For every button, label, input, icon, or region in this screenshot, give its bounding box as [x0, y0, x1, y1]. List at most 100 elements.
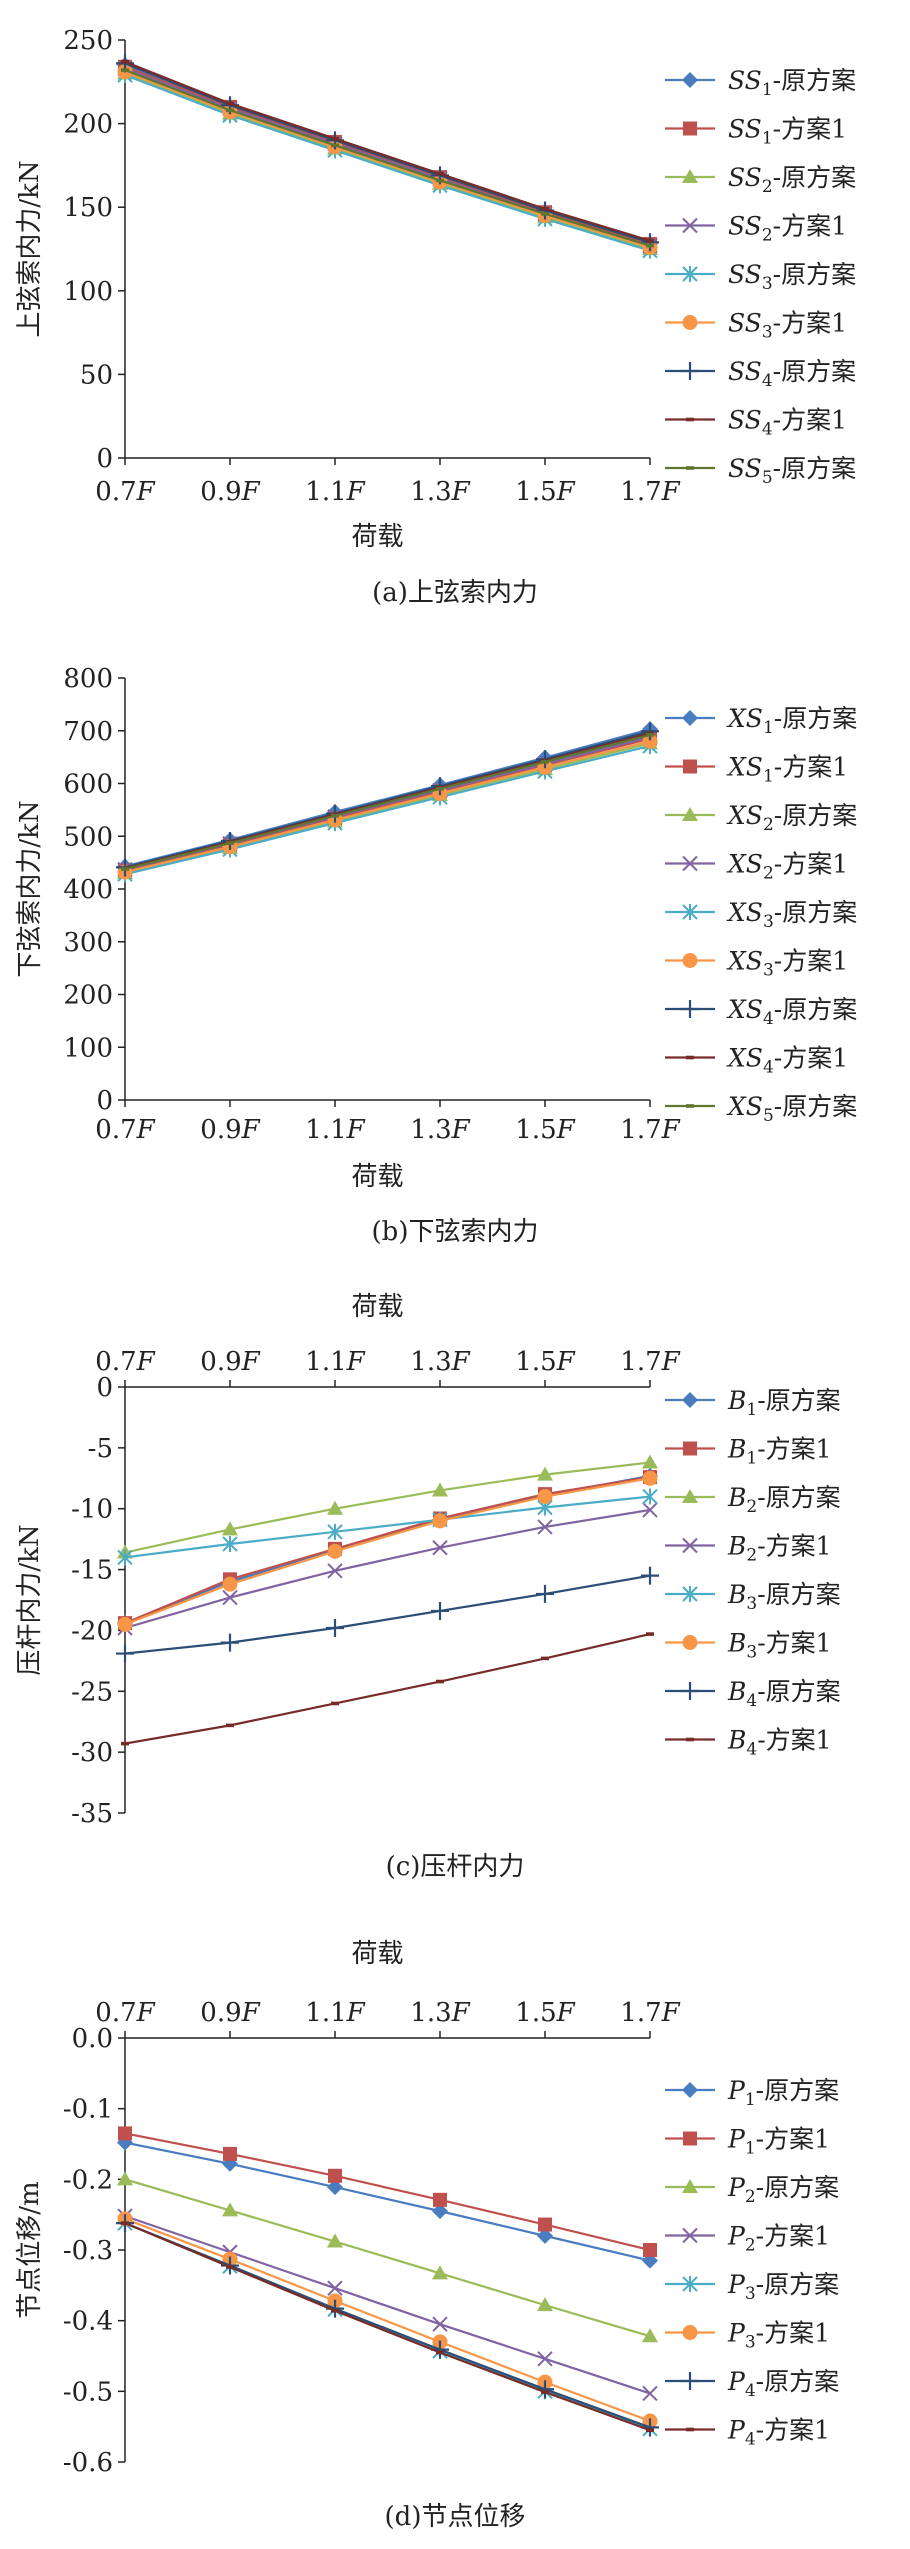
- y-tick-label: -5: [88, 1434, 113, 1464]
- series-line-path: [124, 740, 651, 874]
- x-tick-label: 0.7F: [95, 477, 155, 507]
- y-axis-title: 节点位移/m: [15, 2181, 45, 2318]
- x-tick-label: 0.7F: [95, 1347, 155, 1377]
- data-point: [537, 2227, 553, 2244]
- data-point: [433, 2192, 447, 2207]
- series-line: [117, 2171, 658, 2343]
- y-tick-label: 300: [63, 928, 113, 958]
- legend-marker: [682, 710, 698, 726]
- data-point: [327, 1500, 343, 1515]
- y-tick-label: 800: [63, 664, 113, 694]
- y-tick-label: -0.5: [63, 2377, 113, 2407]
- series-line-path: [124, 69, 651, 247]
- data-point: [431, 1601, 449, 1620]
- data-point: [226, 108, 234, 113]
- data-point: [226, 101, 234, 106]
- x-tick-label: 1.5F: [515, 1115, 575, 1145]
- legend-label: XS2-方案1: [726, 850, 848, 884]
- data-point: [432, 1513, 448, 1529]
- data-point: [643, 2243, 657, 2257]
- y-tick-label: -35: [71, 1799, 113, 1829]
- legend-marker: [686, 1104, 694, 1108]
- legend-label: XS3-方案1: [726, 947, 848, 981]
- x-tick-label: 1.7F: [620, 1347, 680, 1377]
- series-line: [121, 733, 654, 871]
- data-point: [537, 2351, 553, 2367]
- data-point: [432, 2265, 448, 2280]
- x-tick-label: 1.5F: [515, 1347, 575, 1377]
- data-point: [328, 2168, 342, 2183]
- legend-marker: [682, 807, 698, 821]
- legend-marker: [682, 217, 698, 234]
- x-tick-label: 1.1F: [305, 1998, 365, 2028]
- legend-entry: B4-原方案: [665, 1677, 841, 1711]
- legend-label: B2-原方案: [727, 1483, 841, 1517]
- y-tick-label: 100: [63, 1033, 113, 1063]
- y-tick-label: 700: [63, 717, 113, 747]
- x-tick-label: 1.5F: [515, 477, 575, 507]
- x-tick-label: 0.9F: [200, 1998, 260, 2028]
- legend-marker: [681, 1682, 699, 1700]
- data-point: [121, 1741, 129, 1746]
- legend-label: B1-方案1: [727, 1435, 832, 1469]
- legend-label: SS2-原方案: [728, 163, 856, 197]
- legend-marker: [682, 1537, 698, 1554]
- x-axis-title: 荷载: [351, 1939, 403, 1969]
- data-point: [222, 2202, 238, 2217]
- legend-marker: [683, 759, 697, 774]
- legend-label: SS4-原方案: [728, 357, 856, 391]
- data-point: [436, 2350, 444, 2355]
- data-point: [331, 143, 339, 148]
- data-point: [536, 1584, 554, 1603]
- series-line-path: [124, 2178, 651, 2338]
- caption: (c)压杆内力: [386, 1852, 525, 1882]
- legend-marker: [682, 1635, 698, 1650]
- legend-entry: SS1-方案1: [665, 115, 847, 149]
- legend-marker: [682, 1586, 698, 1602]
- series-line-path: [124, 744, 651, 876]
- legend-label: SS1-原方案: [728, 66, 856, 100]
- legend-marker: [686, 1055, 694, 1060]
- legend-label: P4-方案1: [727, 2416, 830, 2450]
- legend-marker: [682, 2325, 698, 2340]
- chart-4: 0.0 -0.1 -0.2 -0.3 -0.4 -0.5 -0.6 0.7F 0.9F 1.1F 1…: [15, 1939, 839, 2532]
- legend-label: B3-原方案: [727, 1580, 841, 1614]
- data-point: [436, 1679, 444, 1684]
- data-point: [432, 2203, 448, 2220]
- data-point: [642, 1488, 658, 1505]
- y-tick-label: -20: [71, 1616, 113, 1646]
- legend-label: P4-原方案: [727, 2367, 839, 2401]
- legend-label: P1-原方案: [727, 2076, 839, 2110]
- legend-entry: XS2-方案1: [665, 850, 848, 884]
- data-point: [538, 2217, 552, 2232]
- legend-entry: SS5-原方案: [665, 454, 856, 488]
- data-point: [226, 1723, 234, 1728]
- legend-label: P3-原方案: [727, 2270, 839, 2304]
- legend-marker: [682, 904, 698, 920]
- series-line-path: [124, 1633, 651, 1745]
- legend-marker: [682, 169, 698, 183]
- x-tick-label: 1.3F: [410, 1115, 470, 1145]
- legend-entry: XS1-原方案: [665, 704, 857, 738]
- x-tick-label: 0.7F: [95, 1115, 155, 1145]
- legend-label: B3-方案1: [727, 1629, 832, 1663]
- chart-3: 0 -5 -10 -15 -20 -25 -30 -35 0.7F 0.9F 1.1F 1.3F 1.5…: [15, 1292, 841, 1882]
- data-point: [537, 1489, 553, 1505]
- legend-entry: SS1-原方案: [665, 66, 856, 100]
- legend-label: P3-方案1: [727, 2319, 830, 2353]
- series-line: [117, 2208, 658, 2402]
- series-line-path: [124, 70, 651, 249]
- y-tick-label: 150: [63, 193, 113, 223]
- series-line-path: [124, 2222, 651, 2432]
- series-line-path: [124, 60, 651, 242]
- data-point: [432, 2316, 448, 2332]
- legend-marker: [682, 1489, 698, 1503]
- data-point: [537, 2297, 553, 2312]
- legend-entry: XS3-原方案: [665, 898, 857, 932]
- legend-label: SS1-方案1: [728, 115, 847, 149]
- legend-entry: B2-原方案: [665, 1483, 841, 1517]
- legend-entry: SS4-方案1: [665, 406, 847, 440]
- y-tick-label: -10: [71, 1495, 113, 1525]
- legend-label: XS2-原方案: [726, 801, 857, 835]
- data-point: [118, 2126, 132, 2141]
